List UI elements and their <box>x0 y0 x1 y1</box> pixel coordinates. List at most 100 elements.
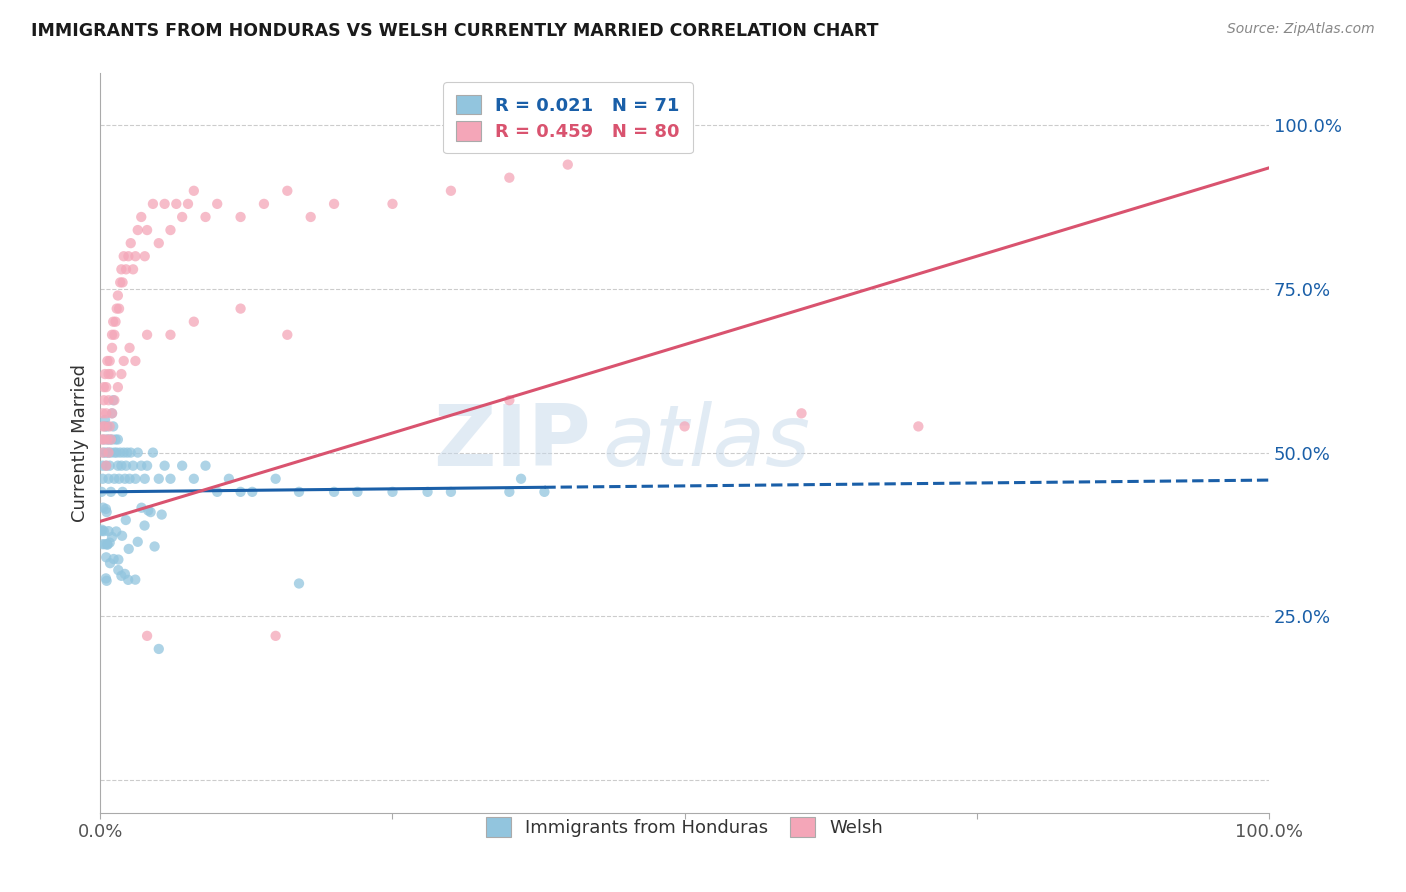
Point <box>96 537 118 551</box>
Point <box>131 500 153 515</box>
Point <box>107 458 129 473</box>
Point <box>101 433 124 447</box>
Point <box>124 573 146 587</box>
Point <box>97 524 120 538</box>
Point <box>110 569 132 583</box>
Point <box>229 210 252 224</box>
Point <box>240 484 263 499</box>
Point <box>136 503 159 517</box>
Point <box>96 458 118 473</box>
Point <box>105 445 128 459</box>
Point <box>100 445 122 459</box>
Point <box>129 210 152 224</box>
Point <box>288 576 311 591</box>
Point <box>110 458 132 473</box>
Point <box>94 419 117 434</box>
Point <box>91 445 114 459</box>
Point <box>440 484 463 499</box>
Point <box>96 406 118 420</box>
Point <box>93 524 115 538</box>
Point <box>107 563 129 577</box>
Point <box>150 508 173 522</box>
Point <box>91 523 114 537</box>
Point <box>103 393 125 408</box>
Point <box>124 249 146 263</box>
Point <box>122 262 145 277</box>
Point <box>117 573 139 587</box>
Point <box>91 500 114 515</box>
Point <box>101 327 124 342</box>
Point <box>118 541 141 556</box>
Point <box>148 642 170 657</box>
Point <box>148 472 170 486</box>
Point <box>94 537 117 551</box>
Point <box>143 540 166 554</box>
Point <box>229 484 252 499</box>
Point <box>96 550 118 565</box>
Point <box>111 276 134 290</box>
Point <box>90 524 112 538</box>
Point <box>134 472 156 486</box>
Point <box>142 445 165 459</box>
Point <box>103 445 125 459</box>
Point <box>323 484 346 499</box>
Text: ZIP: ZIP <box>433 401 591 484</box>
Point <box>110 262 132 277</box>
Point <box>93 433 115 447</box>
Point <box>276 327 298 342</box>
Point <box>127 534 149 549</box>
Point <box>98 556 121 570</box>
Point <box>110 276 132 290</box>
Point <box>97 367 120 381</box>
Point <box>440 184 463 198</box>
Point <box>288 484 311 499</box>
Point <box>104 433 127 447</box>
Point <box>108 301 131 316</box>
Point <box>122 458 145 473</box>
Point <box>93 380 115 394</box>
Point <box>110 367 132 381</box>
Point <box>124 354 146 368</box>
Point <box>111 529 134 543</box>
Point <box>124 472 146 486</box>
Point <box>115 458 138 473</box>
Point <box>165 197 187 211</box>
Point <box>105 301 128 316</box>
Point <box>510 472 533 486</box>
Point <box>117 249 139 263</box>
Point <box>218 472 240 486</box>
Point <box>416 484 439 499</box>
Point <box>118 472 141 486</box>
Text: Source: ZipAtlas.com: Source: ZipAtlas.com <box>1227 22 1375 37</box>
Point <box>97 445 120 459</box>
Point <box>107 288 129 302</box>
Point <box>205 197 228 211</box>
Point <box>97 472 120 486</box>
Point <box>94 367 117 381</box>
Point <box>94 419 117 434</box>
Point <box>127 223 149 237</box>
Point <box>96 380 118 394</box>
Point <box>114 513 136 527</box>
Point <box>96 433 118 447</box>
Point <box>118 341 141 355</box>
Point <box>148 236 170 251</box>
Point <box>96 354 118 368</box>
Point <box>229 301 252 316</box>
Point <box>101 530 124 544</box>
Point <box>112 249 135 263</box>
Point <box>790 406 813 420</box>
Point <box>907 419 929 434</box>
Point <box>172 458 194 473</box>
Point <box>100 433 122 447</box>
Point <box>115 445 138 459</box>
Point <box>299 210 322 224</box>
Point <box>91 419 114 434</box>
Point <box>153 458 176 473</box>
Point <box>96 505 118 519</box>
Point <box>111 484 134 499</box>
Point <box>159 327 181 342</box>
Point <box>115 262 138 277</box>
Point <box>110 445 132 459</box>
Point <box>97 393 120 408</box>
